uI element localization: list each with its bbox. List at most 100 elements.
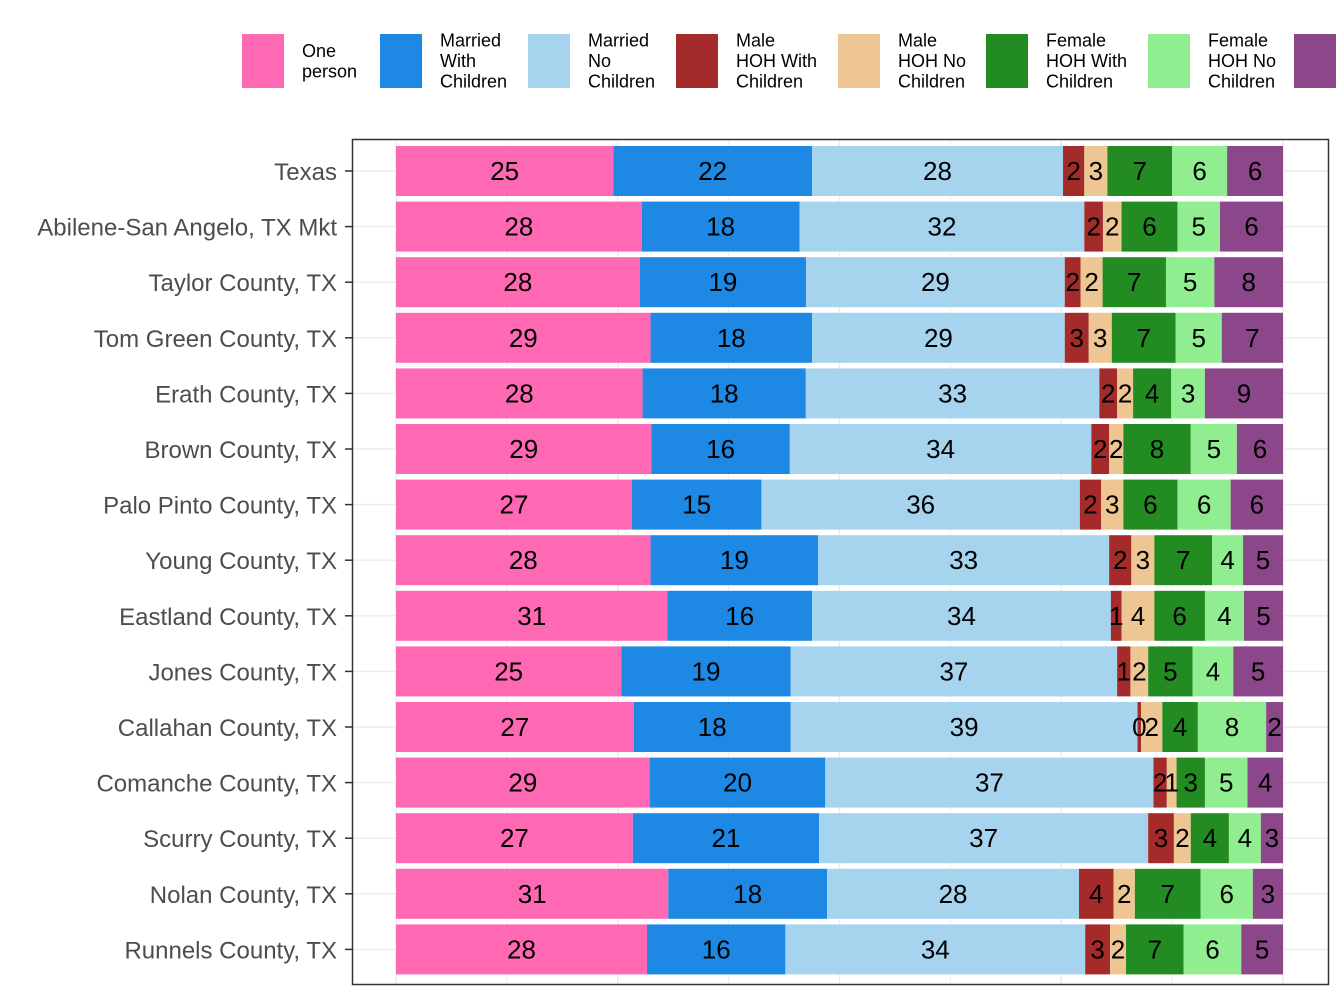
data-label: 3 [1090,934,1104,964]
data-label: 28 [923,156,952,186]
bar-segment [1109,535,1132,586]
bar-segment [1247,757,1283,808]
data-label: 28 [504,212,533,242]
data-label: 33 [949,545,978,575]
data-label: 6 [1244,212,1258,242]
bar-segment [1154,590,1205,641]
bar-segment [1243,535,1283,586]
bar-segment [1166,757,1177,808]
data-label: 6 [1205,934,1219,964]
data-label: 2 [1109,434,1123,464]
data-label: 18 [698,712,727,742]
data-label: 28 [503,267,532,297]
category-label: Brown County, TX [144,437,337,464]
category-label: Texas [274,159,337,186]
bar-segment [667,590,813,641]
data-label: 7 [1245,323,1259,353]
data-label: 32 [927,212,956,242]
data-label: 4 [1145,378,1159,408]
bar-segment [1252,868,1283,919]
bar-segment [1230,479,1283,530]
bar-segment [1173,813,1191,864]
bar-segment [1101,479,1124,530]
data-label: 2 [1118,378,1132,408]
data-label: 1 [1109,601,1123,631]
bar-segment [1121,201,1178,252]
data-label: 2 [1117,879,1131,909]
bar-segment [825,757,1154,808]
data-label: 6 [1248,156,1262,186]
bar-segment [1126,924,1184,975]
data-label: 29 [924,323,953,353]
bar-segment [1171,368,1205,419]
data-label: 3 [1184,768,1198,798]
category-label: Nolan County, TX [150,882,337,909]
bar-segment [1111,312,1176,363]
data-label: 5 [1255,934,1269,964]
data-label: 7 [1176,545,1190,575]
bar-segment [1148,813,1174,864]
data-label: 3 [1089,156,1103,186]
category-label: Comanche County, TX [96,771,337,798]
data-label: 2 [1065,267,1079,297]
data-label: 5 [1256,601,1270,631]
data-label: 28 [939,879,968,909]
data-label: 18 [717,323,746,353]
bar-segment [1063,146,1085,196]
data-label: 19 [708,267,737,297]
plot-panel-border [351,138,1330,986]
data-label: 3 [1261,879,1275,909]
data-label: 16 [702,934,731,964]
bar-segment [649,757,826,808]
bar-segment [1260,813,1283,864]
bar-segment [632,813,820,864]
data-label: 29 [509,323,538,353]
bar-segment [1214,257,1283,308]
bar-segment [1176,757,1205,808]
data-label: 2 [1153,768,1167,798]
data-label: 2 [1105,212,1119,242]
legend-key [676,34,718,88]
data-label: 27 [500,490,529,520]
data-label: 29 [509,434,538,464]
category-labels: Texas Abilene-San Angelo, TX Mkt Taylor Co… [37,159,352,964]
data-label: 4 [1089,879,1103,909]
data-label: 6 [1143,490,1157,520]
bar-segment [806,257,1065,308]
data-label: 20 [723,768,752,798]
bars [396,146,1283,975]
bar-segment [1121,590,1155,641]
data-label: 22 [698,156,727,186]
bar-segment [1080,257,1103,308]
segment-labels: 25 22 28 2 3 7 6 628 18 32 2 2 6 5 628 19 29 2 2 7 5 829 18 29 3… [490,156,1282,964]
legend-label: One person [302,41,357,82]
data-label: 5 [1183,267,1197,297]
bar-segment [1117,646,1131,697]
data-label: 5 [1251,656,1265,686]
data-label: 8 [1150,434,1164,464]
bar-segment [396,201,642,252]
bar-segment [633,702,791,752]
data-label: 6 [1172,601,1186,631]
legend-key [986,34,1028,88]
legend-key [528,34,570,88]
bar-segment [1134,868,1201,919]
bar-segment [1099,368,1118,419]
data-label: 2 [1084,267,1098,297]
data-label: 31 [518,879,547,909]
data-label: 19 [692,656,721,686]
bar-segment [1102,201,1122,252]
bar-segment [647,924,786,975]
data-label: 4 [1203,823,1217,853]
bar-segment [1123,424,1191,474]
bar-segment [1148,646,1193,697]
bar-segment [1200,868,1253,919]
bar-segment [396,702,634,752]
data-label: 6 [1250,490,1264,520]
category-label: Abilene-San Angelo, TX Mkt [37,215,337,242]
bar-segment [1102,257,1166,308]
bar-segment [641,201,800,252]
category-label: Taylor County, TX [148,270,337,297]
bar-segment [1133,368,1172,419]
data-label: 19 [720,545,749,575]
